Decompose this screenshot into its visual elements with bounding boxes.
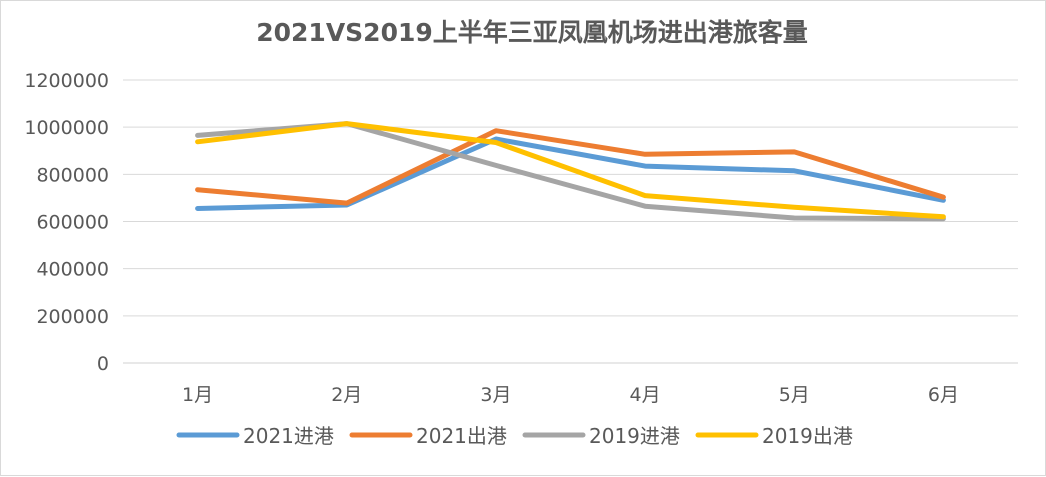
legend: 2021进港 2021出港 2019进港 2019出港 bbox=[176, 424, 853, 448]
legend-label: 2019出港 bbox=[762, 424, 853, 448]
chart-title: 2021VS2019上半年三亚凤凰机场进出港旅客量 bbox=[256, 18, 808, 47]
x-tick-label: 1月 bbox=[182, 384, 213, 406]
gridlines bbox=[123, 79, 1018, 364]
series-line bbox=[195, 136, 946, 211]
x-tick-label: 6月 bbox=[928, 384, 959, 406]
series-line bbox=[195, 121, 946, 220]
y-tick-label: 1000000 bbox=[24, 117, 109, 139]
y-tick-label: 200000 bbox=[36, 306, 109, 328]
legend-label: 2019进港 bbox=[589, 424, 680, 448]
y-tick-label: 800000 bbox=[36, 164, 109, 186]
series-lines bbox=[195, 121, 946, 222]
x-tick-label: 3月 bbox=[480, 384, 511, 406]
y-tick-label: 1200000 bbox=[24, 70, 109, 92]
y-tick-label: 600000 bbox=[36, 212, 109, 234]
y-axis-ticks: 0 200000 400000 600000 800000 1000000 1200000 bbox=[24, 70, 109, 375]
y-tick-label: 400000 bbox=[36, 259, 109, 281]
legend-label: 2021出港 bbox=[416, 424, 507, 448]
series-line bbox=[195, 128, 946, 206]
x-tick-label: 5月 bbox=[779, 384, 810, 406]
x-tick-label: 4月 bbox=[630, 384, 661, 406]
y-tick-label: 0 bbox=[97, 353, 109, 375]
legend-label: 2021进港 bbox=[243, 424, 334, 448]
x-tick-label: 2月 bbox=[331, 384, 362, 406]
x-axis-ticks: 1月 2月 3月 4月 5月 6月 bbox=[182, 384, 959, 406]
